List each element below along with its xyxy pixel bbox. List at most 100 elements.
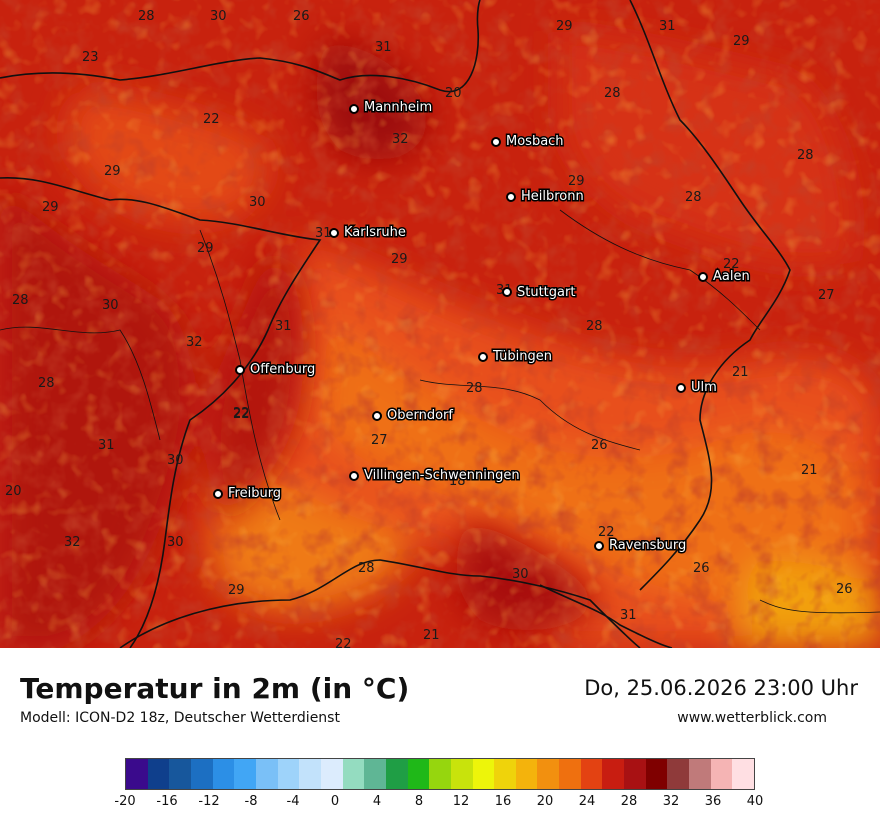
temp-label: 29: [391, 252, 408, 267]
temp-label: 26: [836, 582, 853, 597]
color-scale-segment: [710, 759, 733, 789]
temp-label: 30: [249, 195, 266, 210]
city-label: Ulm: [691, 380, 717, 395]
temp-label: 31: [315, 226, 332, 241]
city-ravensburg[interactable]: Ravensburg: [594, 537, 688, 555]
city-marker-dot: [235, 365, 245, 375]
color-scale-tick-label: 4: [372, 794, 382, 809]
color-scale-segment: [364, 759, 386, 789]
city-label: Villingen-Schwenningen: [364, 468, 520, 483]
color-scale-tick-label: 36: [704, 794, 722, 809]
temperature-labels: 28 30 26 29 31 29 23 31 20 28 22 32 28 2…: [5, 9, 853, 648]
city-label: Ravensburg: [609, 538, 686, 553]
city-label: Freiburg: [228, 486, 281, 501]
temp-label: 30: [167, 453, 184, 468]
valid-datetime: Do, 25.06.2026 23:00 Uhr: [584, 676, 858, 700]
city-ulm[interactable]: Ulm: [676, 379, 718, 397]
temp-label: 31: [98, 438, 115, 453]
color-scale-tick-label: 28: [620, 794, 638, 809]
color-scale-segment: [645, 759, 668, 789]
color-scale-bar: [125, 758, 755, 790]
temp-label: 20: [445, 86, 462, 101]
temp-label: 32: [64, 535, 81, 550]
city-marker-dot: [478, 352, 488, 362]
color-scale-tick-label: -12: [198, 794, 220, 809]
temp-label: 28: [138, 9, 155, 24]
borders: [0, 0, 880, 648]
city-marker-dot: [502, 287, 512, 297]
city-marker-dot: [506, 192, 516, 202]
city-heilbronn[interactable]: Heilbronn: [506, 188, 585, 206]
city-karlsruhe[interactable]: Karlsruhe: [329, 224, 407, 242]
temp-label: 28: [12, 293, 29, 308]
city-marker-dot: [213, 489, 223, 499]
color-scale-segment: [277, 759, 300, 789]
color-scale-segment: [537, 759, 560, 789]
temp-label: 29: [197, 241, 214, 256]
color-scale-segment: [407, 759, 430, 789]
color-scale-tick-label: 12: [452, 794, 470, 809]
eastern-border: [629, 0, 791, 591]
temp-label: 31: [375, 40, 392, 55]
temp-label: 28: [358, 561, 375, 576]
temp-label: 29: [228, 583, 245, 598]
color-scale-tick-label: 0: [330, 794, 340, 809]
map-title: Temperatur in 2m (in °C): [20, 672, 410, 705]
city-oberndorf[interactable]: Oberndorf: [372, 407, 455, 425]
color-scale-segment: [190, 759, 213, 789]
color-scale-segment: [667, 759, 690, 789]
color-scale-tick-label: 24: [578, 794, 596, 809]
city-villingen-schwenningen[interactable]: Villingen-Schwenningen: [349, 467, 521, 485]
city-offenburg[interactable]: Offenburg: [235, 361, 317, 379]
city-tuebingen[interactable]: Tübingen: [478, 348, 554, 366]
city-label: Karlsruhe: [344, 225, 406, 240]
city-label: Oberndorf: [387, 408, 453, 423]
temp-label: 27: [371, 433, 388, 448]
color-scale-segment: [126, 759, 148, 789]
color-scale-segment: [689, 759, 711, 789]
city-label: Mannheim: [364, 100, 432, 115]
temp-label: 21: [732, 365, 749, 380]
color-scale-segment: [234, 759, 256, 789]
color-scale-segment: [732, 759, 755, 789]
city-stuttgart[interactable]: Stuttgart: [502, 284, 577, 302]
color-scale-segment: [429, 759, 451, 789]
color-scale-segment: [147, 759, 170, 789]
temp-label: 30: [512, 567, 529, 582]
color-scale-segment: [559, 759, 581, 789]
temp-label: 20: [5, 484, 22, 499]
color-scale-segment: [494, 759, 516, 789]
temp-label: 28: [797, 148, 814, 163]
color-scale-segment: [169, 759, 191, 789]
southern-border: [119, 559, 641, 648]
northern-border: [0, 0, 481, 93]
temp-label: 30: [167, 535, 184, 550]
color-scale-tick-label: -16: [156, 794, 178, 809]
color-scale-segment: [580, 759, 603, 789]
city-mannheim[interactable]: Mannheim: [349, 99, 434, 117]
color-scale-segment: [450, 759, 473, 789]
city-mosbach[interactable]: Mosbach: [491, 133, 565, 151]
city-label: Offenburg: [250, 362, 315, 377]
temp-label: 22: [233, 406, 250, 421]
city-marker-dot: [676, 383, 686, 393]
color-scale-tick-label: 16: [494, 794, 512, 809]
color-scale-tick-label: 20: [536, 794, 554, 809]
color-scale-segment: [624, 759, 646, 789]
city-aalen[interactable]: Aalen: [698, 268, 751, 286]
color-scale-tick-label: 8: [414, 794, 424, 809]
city-label: Mosbach: [506, 134, 564, 149]
district-line-d: [0, 326, 161, 441]
temp-label: 29: [733, 34, 750, 49]
map-footer: Temperatur in 2m (in °C) Modell: ICON-D2…: [0, 648, 880, 830]
website-link[interactable]: www.wetterblick.com: [677, 710, 827, 726]
color-scale-segment: [385, 759, 408, 789]
color-scale-tick-label: -8: [244, 794, 258, 809]
city-label: Stuttgart: [517, 285, 575, 300]
city-freiburg[interactable]: Freiburg: [213, 485, 283, 503]
temp-label: 26: [693, 561, 710, 576]
city-marker-dot: [329, 228, 339, 238]
temp-label: 32: [392, 132, 409, 147]
color-scale-tick-label: -4: [286, 794, 300, 809]
city-marker-dot: [349, 104, 359, 114]
